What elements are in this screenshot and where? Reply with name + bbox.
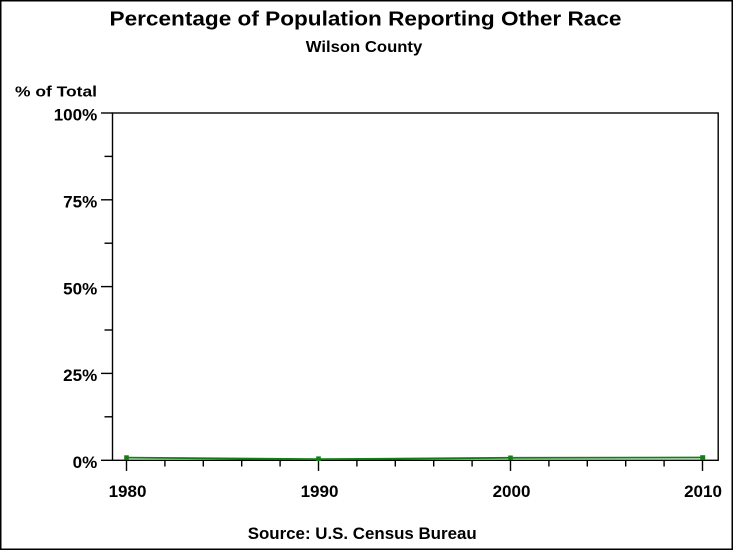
svg-text:2000: 2000: [493, 482, 531, 501]
svg-text:50%: 50%: [63, 279, 97, 298]
svg-text:0%: 0%: [73, 453, 98, 472]
svg-text:2010: 2010: [684, 482, 722, 501]
svg-text:25%: 25%: [63, 366, 97, 385]
svg-text:Source: U.S. Census Bureau: Source: U.S. Census Bureau: [248, 524, 477, 543]
svg-text:Wilson County: Wilson County: [306, 39, 423, 56]
svg-text:100%: 100%: [54, 106, 97, 125]
svg-text:1980: 1980: [109, 482, 147, 501]
svg-text:Percentage of Population Repor: Percentage of Population Reporting Other…: [110, 9, 622, 31]
svg-text:% of Total: % of Total: [15, 84, 97, 101]
svg-text:75%: 75%: [63, 193, 97, 212]
svg-text:1990: 1990: [301, 482, 339, 501]
